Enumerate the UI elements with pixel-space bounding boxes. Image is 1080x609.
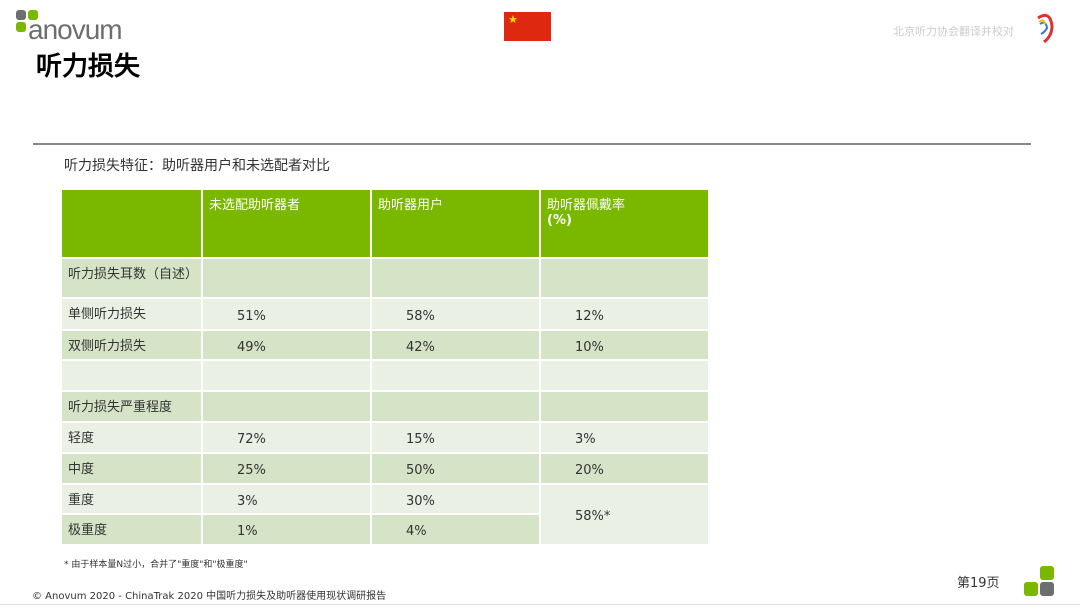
table-row [62,361,708,390]
table-row: 重度 3% 30% 58%* [62,485,708,544]
table-row: 极重度 1% 4% [62,515,708,544]
slide-subtitle: 听力损失特征：助听器用户和未选配者对比 [64,158,330,174]
china-flag-icon: ★ [504,12,551,41]
header-users: 助听器用户 [372,190,539,257]
divider [33,143,1031,145]
comparison-table: 未选配助听器者 助听器用户 助听器佩戴率 (%) 听力损失耳数（自述） 单侧听力损… [60,188,710,546]
watermark: 北京听力协会翻译并校对 [893,25,1014,38]
table-row: 听力损失严重程度 [62,392,708,421]
table-row: 中度 25% 50% 20% [62,454,708,483]
header-adoption-rate: 助听器佩戴率 (%) [541,190,708,257]
page-number: 第19页 [957,576,1000,591]
table-header: 未选配助听器者 助听器用户 助听器佩戴率 (%) [62,190,708,257]
table-row: 双侧听力损失 49% 42% 10% [62,331,708,359]
merged-severe-cell: 58%* [541,485,708,544]
header-non-users: 未选配助听器者 [203,190,370,257]
copyright: © Anovum 2020 - ChinaTrak 2020 中国听力损失及助听… [32,591,387,602]
ear-logo-icon [1037,13,1054,44]
footnote: * 由于样本量N过小，合并了"重度"和"极重度" [64,560,248,570]
page-title: 听力损失 [36,52,141,82]
logo-text: anovum [28,14,123,45]
footer-divider [0,604,1080,605]
table-row: 轻度 72% 15% 3% [62,423,708,452]
table-row: 听力损失耳数（自述） [62,259,708,297]
table-row: 单侧听力损失 51% 58% 12% [62,299,708,329]
